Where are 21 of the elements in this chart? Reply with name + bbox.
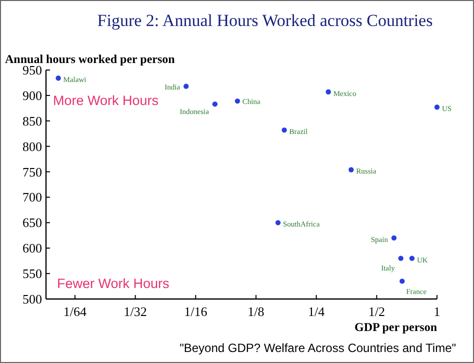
annotation: More Work Hours [53, 93, 159, 108]
y-tick-label: 900 [22, 88, 42, 103]
y-tick-label: 600 [22, 240, 42, 256]
x-tick-label: 1/2 [368, 304, 385, 319]
y-tick-label: 800 [22, 138, 42, 154]
text: "Beyond GDP? Welfare Across Countries and Time" [180, 341, 456, 355]
x-tick-label: 1/4 [308, 304, 326, 319]
y-tick-label: 650 [22, 215, 42, 230]
chart-title: Figure 2: Annual Hours Worked across Countries [97, 11, 433, 30]
x-axis-title: GDP per person [354, 320, 438, 334]
y-tick-label: 700 [22, 190, 42, 205]
y-tick-label: 500 [22, 292, 42, 306]
y-tick-label: 850 [22, 113, 42, 128]
x-tick-label: 1 [434, 304, 440, 319]
annotation: Fewer Work Hours [57, 276, 170, 291]
x-tick-label: 1/32 [124, 304, 147, 319]
y-tick-label: 550 [22, 266, 42, 282]
x-tick-label: 1/64 [63, 304, 88, 319]
y-tick-label: 750 [22, 164, 42, 180]
x-tick-label: 1/16 [184, 304, 208, 319]
x-tick-label: 1/8 [248, 304, 264, 319]
